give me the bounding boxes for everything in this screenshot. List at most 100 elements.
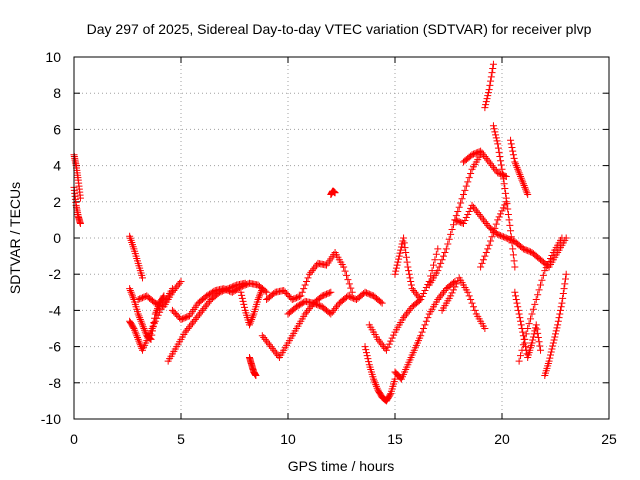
data-point [411, 288, 419, 296]
data-point [288, 296, 296, 304]
data-point [452, 217, 460, 225]
data-point [173, 283, 181, 291]
data-point [181, 314, 189, 322]
data-point [553, 324, 561, 332]
data-point [492, 131, 500, 139]
series-sat-f [134, 277, 185, 311]
data-point [174, 312, 182, 320]
data-point [487, 77, 495, 85]
data-point [504, 205, 512, 213]
data-point [186, 323, 194, 331]
data-point [441, 286, 449, 294]
data-point [521, 245, 529, 253]
data-point [506, 221, 514, 229]
data-point [509, 147, 517, 155]
data-point [474, 148, 482, 156]
data-point [475, 148, 483, 156]
data-point [515, 310, 523, 318]
data-point [313, 300, 321, 308]
data-point [495, 231, 503, 239]
series-sat-t [438, 274, 489, 332]
data-point [487, 237, 495, 245]
data-point [534, 334, 542, 342]
data-point [467, 204, 475, 212]
data-point [395, 252, 403, 260]
data-point [204, 299, 212, 307]
data-point [539, 271, 547, 279]
data-point [371, 379, 379, 387]
data-point [418, 293, 426, 301]
data-point [412, 290, 420, 298]
data-point [549, 339, 557, 347]
data-point [489, 64, 497, 72]
data-point [132, 330, 140, 338]
data-point [511, 158, 519, 166]
data-point [535, 338, 543, 346]
data-point [207, 289, 215, 297]
data-point [191, 315, 199, 323]
data-point [177, 277, 185, 285]
data-point [228, 288, 236, 296]
data-point [257, 288, 265, 296]
data-point [430, 261, 438, 269]
data-point [404, 308, 412, 316]
data-point [388, 334, 396, 342]
series-sat-ab [515, 234, 566, 365]
data-point [305, 305, 313, 313]
data-point [324, 290, 332, 298]
data-point [498, 207, 506, 215]
data-point [375, 337, 383, 345]
data-point [485, 158, 493, 166]
data-point [477, 263, 485, 271]
data-point [348, 294, 356, 302]
x-tick-label: 5 [177, 431, 185, 447]
data-point [407, 277, 415, 285]
series-sat-aa [511, 288, 545, 361]
data-point [498, 232, 506, 240]
data-point [434, 267, 442, 275]
data-point [449, 279, 457, 287]
y-tick-label: 6 [53, 121, 61, 137]
data-point [494, 144, 502, 152]
series-sat-p [365, 296, 425, 354]
data-point [210, 287, 218, 295]
data-point [295, 293, 303, 301]
data-point [137, 317, 145, 325]
data-point [518, 176, 526, 184]
data-point [265, 341, 273, 349]
data-point [516, 314, 524, 322]
data-point [139, 323, 147, 331]
data-point [385, 340, 393, 348]
data-point [391, 375, 399, 383]
data-point [544, 261, 552, 269]
data-point [271, 348, 279, 356]
data-point [464, 210, 472, 218]
data-point [454, 217, 462, 225]
data-point [424, 280, 432, 288]
data-point [497, 161, 505, 169]
data-point [461, 186, 469, 194]
data-point [448, 289, 456, 297]
data-point [482, 220, 490, 228]
data-point [477, 147, 485, 155]
data-point [256, 290, 264, 298]
data-point [550, 336, 558, 344]
data-point [138, 344, 146, 352]
data-point [484, 245, 492, 253]
data-point [208, 288, 216, 296]
data-point [421, 321, 429, 329]
data-point [151, 299, 159, 307]
data-point [462, 213, 470, 221]
data-point [136, 339, 144, 347]
data-point [484, 92, 492, 100]
data-point [494, 140, 502, 148]
data-point [330, 306, 338, 314]
data-point [315, 302, 323, 310]
data-point [153, 314, 161, 322]
data-point [364, 290, 372, 298]
data-point [454, 277, 462, 285]
data-point [136, 295, 144, 303]
data-point [445, 235, 453, 243]
data-point [403, 258, 411, 266]
data-point [562, 270, 570, 278]
